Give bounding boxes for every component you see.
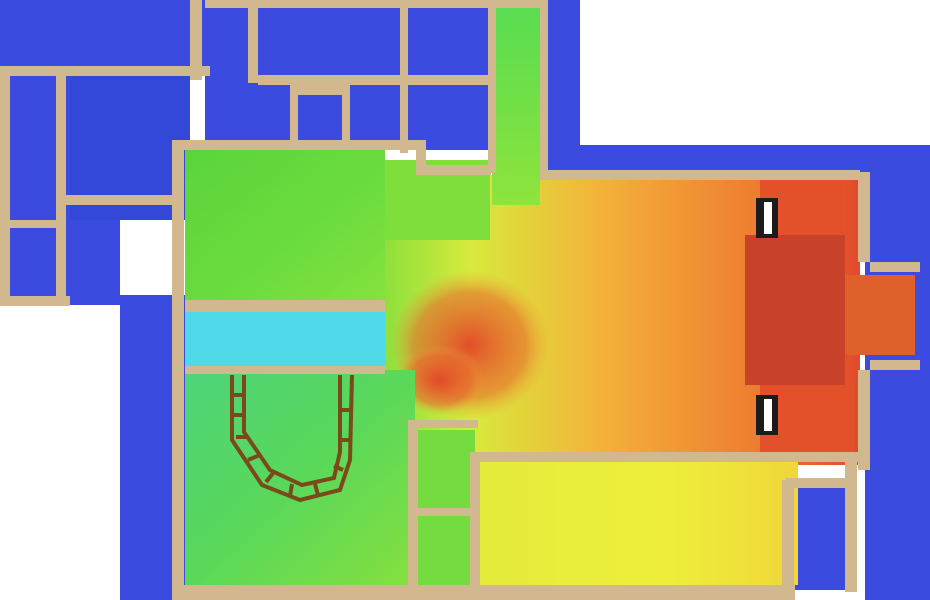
north-corridor — [492, 5, 540, 205]
pool — [185, 310, 385, 370]
fireplace-zone — [745, 180, 915, 455]
openings-highlight — [764, 202, 772, 431]
staircase — [230, 374, 354, 503]
stair-room — [185, 370, 475, 585]
south-lounge — [478, 460, 798, 585]
